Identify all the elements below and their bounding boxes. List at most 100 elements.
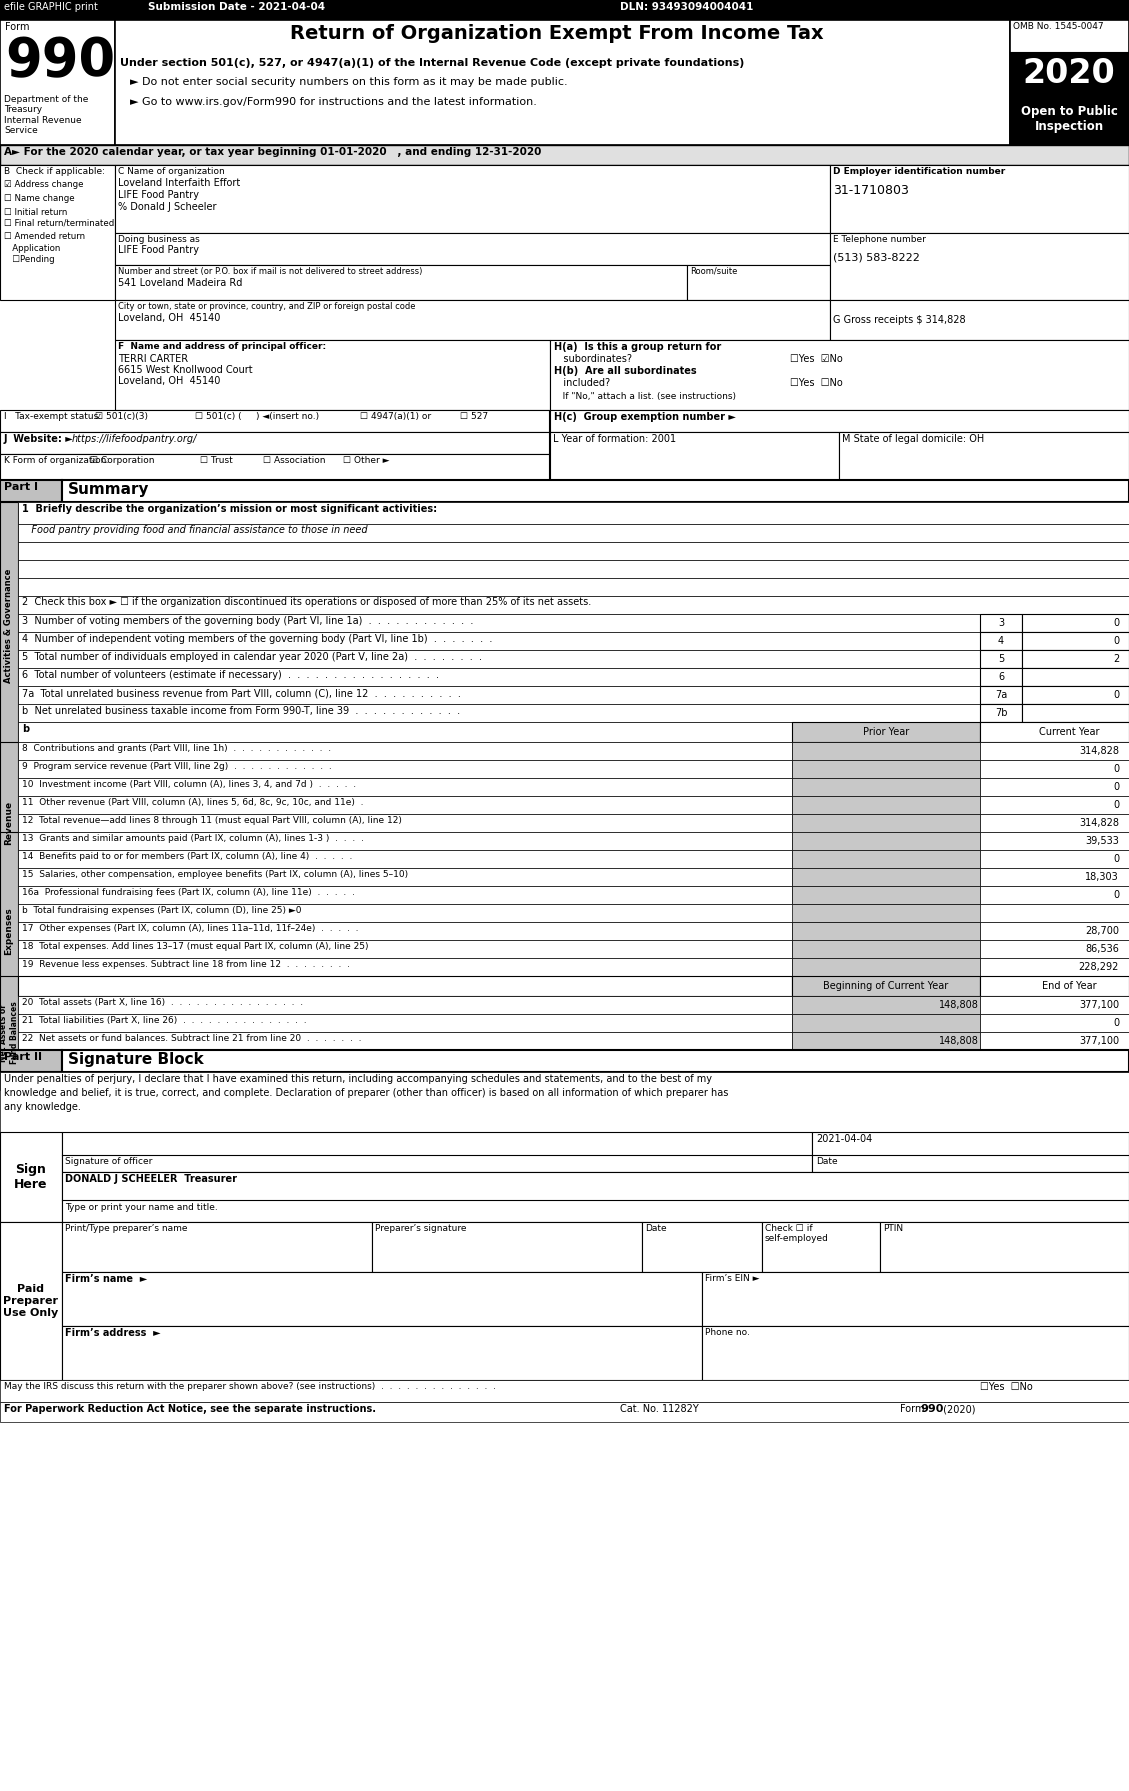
Text: Firm’s address  ►: Firm’s address ► bbox=[65, 1327, 160, 1338]
Text: Return of Organization Exempt From Income Tax: Return of Organization Exempt From Incom… bbox=[290, 23, 824, 43]
Bar bbox=[980, 650, 1022, 668]
Bar bbox=[18, 813, 793, 833]
Bar bbox=[18, 922, 793, 940]
Bar bbox=[0, 1050, 62, 1073]
Text: ☐ 4947(a)(1) or: ☐ 4947(a)(1) or bbox=[360, 412, 431, 421]
Bar bbox=[62, 1171, 1129, 1221]
Text: Paid
Preparer
Use Only: Paid Preparer Use Only bbox=[3, 1284, 59, 1318]
Text: May the IRS discuss this return with the preparer shown above? (see instructions: May the IRS discuss this return with the… bbox=[5, 1383, 496, 1392]
Text: ☐Pending: ☐Pending bbox=[5, 254, 54, 263]
Bar bbox=[18, 869, 793, 887]
Bar bbox=[812, 1132, 1129, 1171]
Text: 14  Benefits paid to or for members (Part IX, column (A), line 4)  .  .  .  .  .: 14 Benefits paid to or for members (Part… bbox=[21, 853, 352, 861]
Text: 7a: 7a bbox=[995, 690, 1007, 700]
Text: End of Year: End of Year bbox=[1042, 981, 1096, 990]
Bar bbox=[0, 453, 549, 480]
Text: (2020): (2020) bbox=[940, 1404, 975, 1415]
Bar bbox=[793, 976, 980, 996]
Bar bbox=[980, 722, 1129, 741]
Bar bbox=[1022, 614, 1129, 632]
Bar bbox=[793, 887, 980, 904]
Text: 19  Revenue less expenses. Subtract line 18 from line 12  .  .  .  .  .  .  .  .: 19 Revenue less expenses. Subtract line … bbox=[21, 960, 350, 969]
Text: Beginning of Current Year: Beginning of Current Year bbox=[823, 981, 948, 990]
Bar bbox=[793, 851, 980, 869]
Text: 13  Grants and similar amounts paid (Part IX, column (A), lines 1-3 )  .  .  .  : 13 Grants and similar amounts paid (Part… bbox=[21, 835, 364, 844]
Text: LIFE Food Pantry: LIFE Food Pantry bbox=[119, 190, 199, 201]
Text: If "No," attach a list. (see instructions): If "No," attach a list. (see instruction… bbox=[554, 392, 736, 401]
Bar bbox=[980, 668, 1022, 686]
Text: Expenses: Expenses bbox=[5, 906, 14, 955]
Text: ☑ Address change: ☑ Address change bbox=[5, 181, 84, 190]
Text: H(b)  Are all subordinates: H(b) Are all subordinates bbox=[554, 365, 697, 376]
Bar bbox=[18, 958, 793, 976]
Text: ☐ Other ►: ☐ Other ► bbox=[343, 457, 390, 466]
Text: 377,100: 377,100 bbox=[1079, 999, 1119, 1010]
Bar bbox=[980, 741, 1129, 759]
Text: 0: 0 bbox=[1113, 854, 1119, 863]
Text: 1  Briefly describe the organization’s mission or most significant activities:: 1 Briefly describe the organization’s mi… bbox=[21, 503, 437, 514]
Bar bbox=[1022, 632, 1129, 650]
Text: DONALD J SCHEELER  Treasurer: DONALD J SCHEELER Treasurer bbox=[65, 1173, 237, 1184]
Text: Preparer’s signature: Preparer’s signature bbox=[375, 1223, 466, 1232]
Bar bbox=[0, 1221, 62, 1381]
Text: E Telephone number: E Telephone number bbox=[833, 235, 926, 244]
Bar bbox=[18, 759, 793, 777]
Bar bbox=[830, 165, 1129, 233]
Bar bbox=[18, 596, 1129, 614]
Bar bbox=[793, 869, 980, 887]
Text: 2  Check this box ► ☐ if the organization discontinued its operations or dispose: 2 Check this box ► ☐ if the organization… bbox=[21, 596, 592, 607]
Bar bbox=[0, 976, 18, 1091]
Bar bbox=[702, 1325, 1129, 1381]
Bar bbox=[793, 759, 980, 777]
Bar bbox=[115, 233, 830, 265]
Text: 39,533: 39,533 bbox=[1085, 836, 1119, 845]
Bar bbox=[980, 851, 1129, 869]
Bar bbox=[0, 1381, 1129, 1402]
Text: 0: 0 bbox=[1113, 783, 1119, 792]
Text: City or town, state or province, country, and ZIP or foreign postal code: City or town, state or province, country… bbox=[119, 303, 415, 312]
Bar bbox=[18, 777, 793, 795]
Bar bbox=[980, 813, 1129, 833]
Bar bbox=[688, 265, 830, 301]
Text: 0: 0 bbox=[1113, 890, 1119, 901]
Text: A► For the 2020 calendar year, or tax year beginning 01-01-2020   , and ending 1: A► For the 2020 calendar year, or tax ye… bbox=[5, 147, 542, 158]
Bar bbox=[702, 1272, 1129, 1325]
Bar bbox=[980, 795, 1129, 813]
Text: M State of legal domicile: OH: M State of legal domicile: OH bbox=[842, 433, 984, 444]
Text: 2020: 2020 bbox=[1023, 57, 1115, 90]
Bar bbox=[1010, 20, 1129, 145]
Text: 2021-04-04: 2021-04-04 bbox=[816, 1134, 873, 1144]
Bar bbox=[62, 1272, 702, 1325]
Text: J  Website: ►: J Website: ► bbox=[5, 433, 73, 444]
Text: ☐ 527: ☐ 527 bbox=[460, 412, 488, 421]
Text: 990: 990 bbox=[920, 1404, 944, 1415]
Text: b: b bbox=[21, 724, 29, 734]
Bar bbox=[1022, 704, 1129, 722]
Text: 21  Total liabilities (Part X, line 26)  .  .  .  .  .  .  .  .  .  .  .  .  .  : 21 Total liabilities (Part X, line 26) .… bbox=[21, 1015, 307, 1024]
Text: 148,808: 148,808 bbox=[939, 1035, 979, 1046]
Bar bbox=[980, 614, 1022, 632]
Text: ► Go to www.irs.gov/Form990 for instructions and the latest information.: ► Go to www.irs.gov/Form990 for instruct… bbox=[130, 97, 537, 107]
Text: ☐ Amended return: ☐ Amended return bbox=[5, 233, 85, 242]
Text: https://lifefoodpantry.org/: https://lifefoodpantry.org/ bbox=[72, 433, 198, 444]
Text: Date: Date bbox=[816, 1157, 838, 1166]
Text: 3  Number of voting members of the governing body (Part VI, line 1a)  .  .  .  .: 3 Number of voting members of the govern… bbox=[21, 616, 473, 627]
Text: Doing business as: Doing business as bbox=[119, 235, 200, 244]
Text: ☐Yes  ☐No: ☐Yes ☐No bbox=[790, 378, 842, 389]
Bar bbox=[18, 501, 1129, 525]
Text: 4  Number of independent voting members of the governing body (Part VI, line 1b): 4 Number of independent voting members o… bbox=[21, 634, 492, 645]
Bar bbox=[980, 922, 1129, 940]
Bar bbox=[793, 795, 980, 813]
Bar bbox=[0, 833, 18, 1030]
Bar bbox=[793, 996, 980, 1014]
Text: Loveland, OH  45140: Loveland, OH 45140 bbox=[119, 313, 220, 322]
Text: PTIN: PTIN bbox=[883, 1223, 903, 1232]
Bar bbox=[980, 940, 1129, 958]
Text: H(c)  Group exemption number ►: H(c) Group exemption number ► bbox=[554, 412, 736, 423]
Text: 10  Investment income (Part VIII, column (A), lines 3, 4, and 7d )  .  .  .  .  : 10 Investment income (Part VIII, column … bbox=[21, 781, 356, 790]
Text: 541 Loveland Madeira Rd: 541 Loveland Madeira Rd bbox=[119, 278, 243, 288]
Text: 15  Salaries, other compensation, employee benefits (Part IX, column (A), lines : 15 Salaries, other compensation, employe… bbox=[21, 870, 408, 879]
Bar bbox=[980, 869, 1129, 887]
Bar bbox=[980, 958, 1129, 976]
Text: OMB No. 1545-0047: OMB No. 1545-0047 bbox=[1013, 21, 1104, 30]
